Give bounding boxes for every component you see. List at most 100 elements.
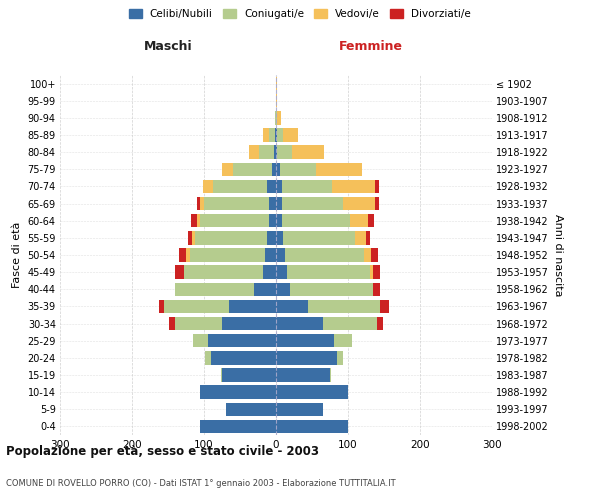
Bar xyxy=(197,197,200,210)
Text: Maschi: Maschi xyxy=(143,40,193,52)
Bar xyxy=(193,334,208,347)
Bar xyxy=(308,300,380,313)
Bar xyxy=(254,282,276,296)
Bar xyxy=(368,214,374,228)
Bar xyxy=(276,214,282,228)
Bar xyxy=(276,402,323,416)
Bar xyxy=(276,128,277,141)
Bar xyxy=(276,231,283,244)
Bar xyxy=(268,231,276,244)
Bar xyxy=(269,214,276,228)
Bar xyxy=(330,368,331,382)
Bar xyxy=(337,351,343,364)
Y-axis label: Anni di nascita: Anni di nascita xyxy=(553,214,563,296)
Bar xyxy=(323,317,377,330)
Bar xyxy=(188,231,192,244)
Bar xyxy=(269,128,275,141)
Bar xyxy=(277,146,292,159)
Legend: Celibi/Nubili, Coniugati/e, Vedovi/e, Divorziati/e: Celibi/Nubili, Coniugati/e, Vedovi/e, Di… xyxy=(125,5,475,24)
Bar xyxy=(282,180,332,193)
Text: Femmine: Femmine xyxy=(339,40,403,52)
Bar xyxy=(274,146,276,159)
Bar xyxy=(276,162,280,176)
Bar xyxy=(276,317,323,330)
Bar xyxy=(221,368,222,382)
Bar xyxy=(283,231,355,244)
Bar xyxy=(377,317,383,330)
Bar xyxy=(190,248,265,262)
Bar xyxy=(276,248,284,262)
Bar xyxy=(222,317,276,330)
Bar xyxy=(186,248,190,262)
Bar xyxy=(208,334,276,347)
Bar xyxy=(276,351,337,364)
Bar xyxy=(169,317,175,330)
Bar xyxy=(164,300,229,313)
Bar xyxy=(282,197,343,210)
Bar xyxy=(222,368,276,382)
Bar xyxy=(276,282,290,296)
Bar xyxy=(282,214,350,228)
Bar xyxy=(292,146,324,159)
Bar xyxy=(214,180,268,193)
Bar xyxy=(332,180,376,193)
Bar xyxy=(203,180,214,193)
Bar xyxy=(200,197,204,210)
Bar xyxy=(272,162,276,176)
Bar xyxy=(350,214,368,228)
Bar xyxy=(158,300,164,313)
Bar xyxy=(366,231,370,244)
Bar xyxy=(184,266,263,279)
Bar xyxy=(276,146,277,159)
Bar xyxy=(373,266,380,279)
Bar xyxy=(364,248,371,262)
Bar xyxy=(276,386,348,399)
Bar xyxy=(175,282,254,296)
Bar xyxy=(371,248,378,262)
Bar xyxy=(226,402,276,416)
Text: Popolazione per età, sesso e stato civile - 2003: Popolazione per età, sesso e stato civil… xyxy=(6,444,319,458)
Bar xyxy=(316,162,362,176)
Y-axis label: Fasce di età: Fasce di età xyxy=(12,222,22,288)
Bar xyxy=(276,197,282,210)
Bar xyxy=(280,162,316,176)
Bar xyxy=(191,214,197,228)
Bar xyxy=(276,334,334,347)
Bar xyxy=(276,266,287,279)
Bar xyxy=(248,146,259,159)
Bar xyxy=(263,266,276,279)
Bar xyxy=(175,266,184,279)
Bar xyxy=(196,231,268,244)
Bar xyxy=(222,162,233,176)
Bar xyxy=(259,146,274,159)
Bar xyxy=(276,180,282,193)
Bar xyxy=(205,351,211,364)
Bar xyxy=(175,317,222,330)
Bar xyxy=(287,266,370,279)
Bar xyxy=(276,111,277,124)
Bar xyxy=(200,214,269,228)
Bar xyxy=(276,300,308,313)
Bar xyxy=(268,180,276,193)
Bar xyxy=(343,197,376,210)
Bar xyxy=(284,248,364,262)
Bar xyxy=(192,231,196,244)
Bar xyxy=(197,214,200,228)
Bar xyxy=(276,420,348,433)
Bar xyxy=(283,128,298,141)
Bar xyxy=(179,248,186,262)
Bar xyxy=(263,128,269,141)
Bar xyxy=(229,300,276,313)
Bar xyxy=(276,368,330,382)
Bar xyxy=(233,162,272,176)
Bar xyxy=(269,197,276,210)
Bar xyxy=(376,180,379,193)
Bar xyxy=(277,128,283,141)
Bar xyxy=(276,77,277,90)
Text: COMUNE DI ROVELLO PORRO (CO) - Dati ISTAT 1° gennaio 2003 - Elaborazione TUTTITA: COMUNE DI ROVELLO PORRO (CO) - Dati ISTA… xyxy=(6,478,395,488)
Bar xyxy=(200,386,276,399)
Bar xyxy=(200,420,276,433)
Bar xyxy=(370,266,373,279)
Bar xyxy=(355,231,366,244)
Bar xyxy=(380,300,389,313)
